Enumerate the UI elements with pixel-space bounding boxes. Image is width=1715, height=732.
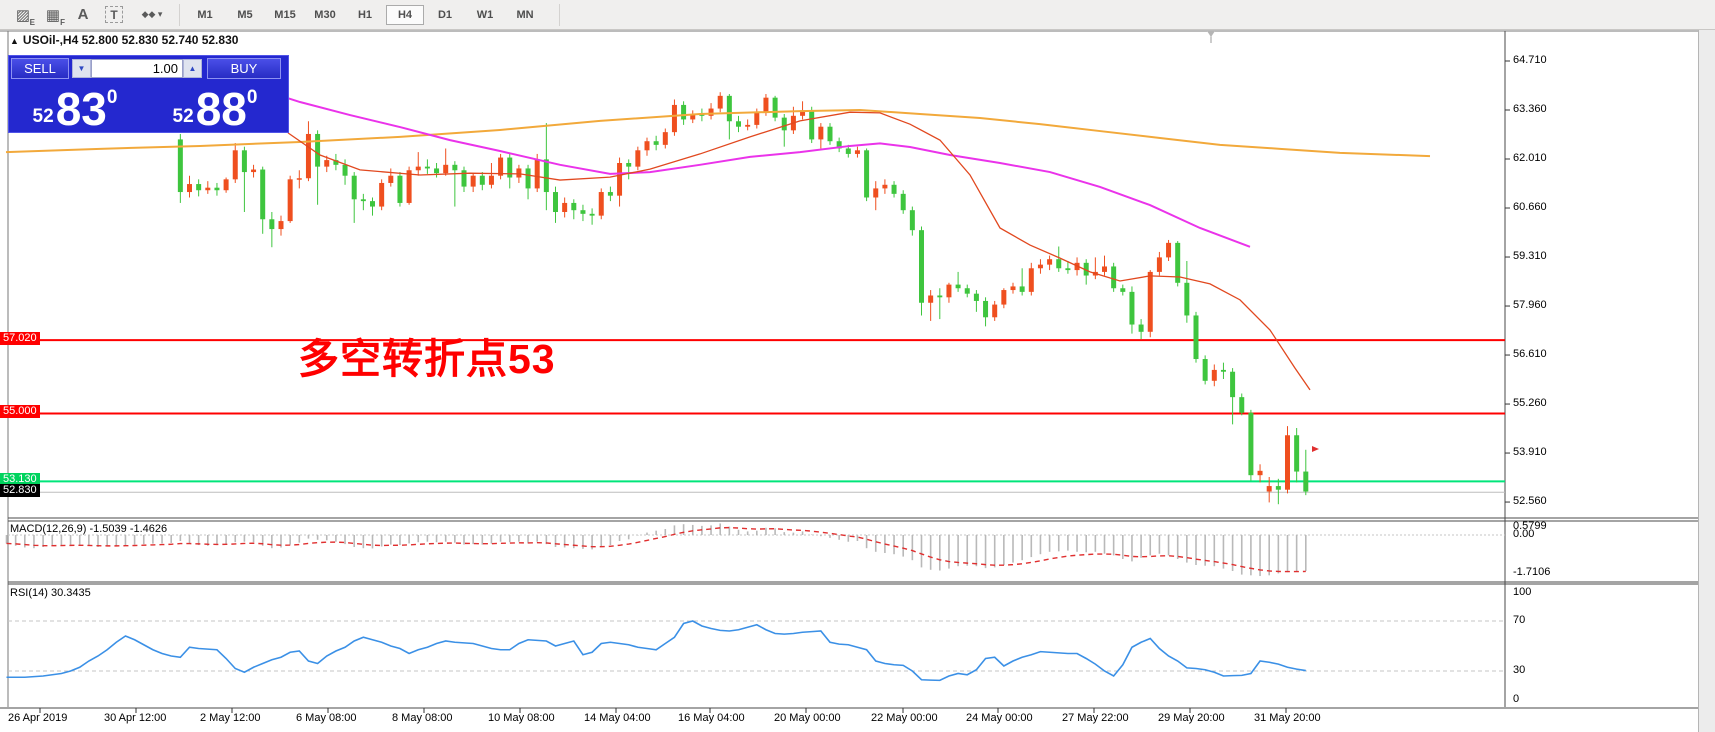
timeframe-button-h1[interactable]: H1 [357,8,373,21]
timeframe-button-d1[interactable]: D1 [437,8,453,21]
time-axis-label: 16 May 04:00 [678,712,745,724]
buy-quote-big: 88 [195,83,247,136]
collapse-arrow-icon[interactable]: ▲ [10,36,19,46]
rsi-label: RSI(14) 30.3435 [10,587,91,599]
price-axis-tick: 57.960 [1513,299,1547,312]
time-axis-label: 20 May 00:00 [774,712,841,724]
volume-input[interactable] [91,59,183,78]
sell-button[interactable]: SELL [11,58,69,79]
fibonacci-grid-icon[interactable]: ▦ F [45,6,65,27]
macd-axis-tick: 0.5799 [1513,520,1547,532]
volume-decrease-button[interactable]: ▼ [72,59,91,78]
expert-pattern-icon[interactable]: ▨ E [15,6,35,27]
price-axis-tick: 63.360 [1513,103,1547,115]
trade-controls-row: SELL ▼ ▲ BUY [9,57,288,80]
rsi-axis-tick: 70 [1513,614,1526,626]
volume-increase-button[interactable]: ▲ [183,59,202,78]
time-axis-label: 6 May 08:00 [296,712,357,724]
time-axis-label: 2 May 12:00 [200,712,261,724]
price-axis-tick: 64.710 [1513,54,1547,66]
time-axis-label: 8 May 08:00 [392,712,453,724]
toolbar-separator [559,3,560,26]
time-axis-label: 24 May 00:00 [966,712,1033,724]
macd-axis-tick: -1.7106 [1513,566,1551,578]
buy-quote[interactable]: 52 88 0 [143,80,287,132]
timeframe-button-w1[interactable]: W1 [476,8,494,21]
price-axis-tick: 60.660 [1513,201,1547,213]
timeframe-button-mn[interactable]: MN [516,8,534,21]
price-axis-tick: 59.310 [1513,250,1547,263]
symbol-ohlc-text: USOil-,H4 52.800 52.830 52.740 52.830 [22,33,239,47]
macd-label: MACD(12,26,9) -1.5039 -1.4626 [10,523,168,535]
buy-button[interactable]: BUY [207,58,281,79]
drawing-tools-icon[interactable]: ◆◆ ▾ [141,9,163,19]
timeframe-button-h4[interactable]: H4 [386,4,424,25]
price-badge-55.000: 55.000 [0,405,40,419]
price-badge-57.020: 57.020 [0,332,40,346]
time-axis-label: 29 May 20:00 [1158,712,1225,724]
rsi-axis-tick: 100 [1513,586,1532,598]
window-right-edge[interactable] [1698,30,1715,732]
timeframe-button-m15[interactable]: M15 [274,8,296,21]
price-badge-52.830: 52.830 [0,484,40,498]
time-axis-label: 31 May 20:00 [1254,712,1321,724]
sell-quote-big: 83 [55,83,107,136]
time-axis-label: 22 May 00:00 [871,712,938,724]
time-axis-label: 26 Apr 2019 [8,712,68,724]
rsi-axis-tick: 0 [1513,693,1520,705]
time-axis-label: 27 May 22:00 [1062,712,1129,724]
price-badge-53.130: 53.130 [0,473,40,487]
sell-quote-sup: 0 [106,87,118,108]
text-label-icon[interactable]: A [77,6,89,23]
time-axis-label: 14 May 04:00 [584,712,651,724]
chart-title: ▲ USOil-,H4 52.800 52.830 52.740 52.830 [10,33,238,47]
macd-axis-tick: 0.00 [1513,528,1535,540]
chart-area[interactable]: ▲ USOil-,H4 52.800 52.830 52.740 52.830 多… [0,30,1715,732]
toolbar: ▨ E ▦ F A T ◆◆ ▾ M1 M5 M15 M30 H1 H4 D1 W1 MN [0,0,1715,30]
toolbar-separator [179,3,180,26]
chart-annotation-text: 多空转折点53 [298,336,556,382]
price-axis-tick: 53.910 [1513,446,1547,459]
rsi-axis-tick: 30 [1513,664,1526,676]
timeframe-button-m5[interactable]: M5 [237,8,253,21]
text-box-icon[interactable]: T [105,6,123,23]
price-axis-tick: 55.260 [1513,397,1547,410]
buy-quote-sup: 0 [246,87,258,108]
price-axis-tick: 62.010 [1513,152,1547,164]
sell-quote[interactable]: 52 83 0 [11,80,139,132]
time-axis-label: 30 Apr 12:00 [104,712,167,724]
sell-quote-prefix: 52 [32,106,54,127]
time-axis-label: 10 May 08:00 [488,712,555,724]
price-axis-tick: 56.610 [1513,348,1547,361]
buy-quote-prefix: 52 [172,106,194,127]
price-axis-tick: 52.560 [1513,495,1547,508]
timeframe-button-m1[interactable]: M1 [197,8,213,21]
timeframe-button-m30[interactable]: M30 [314,8,336,21]
chart-canvas[interactable] [0,30,1715,732]
